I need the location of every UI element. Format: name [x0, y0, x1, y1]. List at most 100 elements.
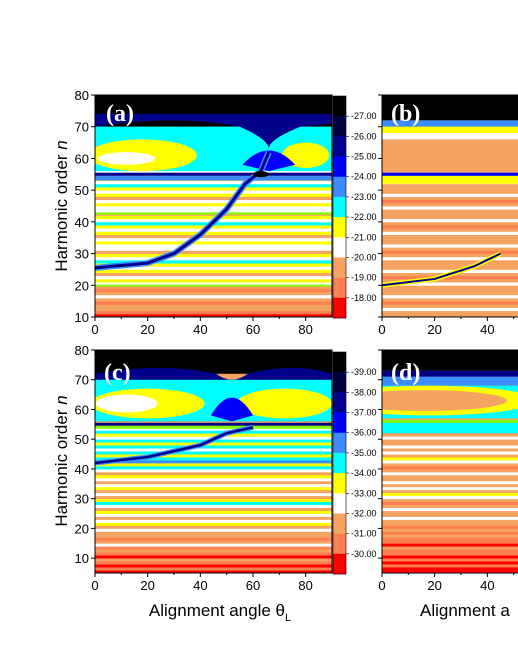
panel-label-c: (c) — [104, 360, 131, 386]
panel-d: (d) — [381, 349, 518, 574]
panel-label-a: (a) — [106, 101, 134, 127]
heatmap-line-green — [95, 212, 332, 215]
heatmap-band — [95, 507, 332, 511]
heatmap-band — [382, 483, 518, 488]
heatmap-d — [382, 350, 518, 573]
heatmap-band — [382, 310, 518, 315]
heatmap-band — [95, 433, 332, 437]
heatmap-band — [382, 468, 518, 473]
x-tick-label: 0 — [378, 322, 385, 337]
heatmap-band — [382, 460, 518, 464]
heatmap-band — [382, 190, 518, 194]
heatmap-band — [382, 531, 518, 535]
heatmap-band — [95, 468, 332, 473]
colorbar-swatch — [333, 493, 346, 514]
heatmap-band — [382, 537, 518, 541]
heatmap-band — [95, 510, 332, 514]
x-tick-label: 20 — [427, 322, 441, 337]
colorbar-swatch — [333, 237, 346, 258]
colorbar-tick-label: -21.00 — [351, 232, 377, 242]
heatmap-band — [382, 454, 518, 458]
heatmap-band — [382, 202, 518, 207]
heatmap-band — [95, 486, 332, 491]
heatmap-lobe-salmon — [382, 390, 508, 411]
heatmap-band — [95, 483, 332, 488]
heatmap-band — [382, 218, 518, 223]
colorbar-swatch — [333, 96, 346, 117]
colorbar-swatch — [333, 156, 346, 178]
y-axis-title-a-text: Harmonic order — [52, 150, 71, 272]
heatmap-band — [95, 263, 332, 267]
colorbar-swatch — [333, 277, 346, 299]
heatmap-band — [95, 534, 332, 538]
y-tick-label: 30 — [75, 247, 89, 262]
colorbar-frame — [332, 351, 347, 575]
heatmap-line-green — [95, 425, 332, 429]
heatmap-band — [382, 288, 518, 293]
heatmap-band — [95, 206, 332, 210]
heatmap-band — [95, 259, 332, 264]
heatmap-band — [382, 522, 518, 526]
heatmap-band — [382, 519, 518, 523]
heatmap-band — [95, 457, 332, 461]
heatmap-band — [382, 307, 518, 312]
heatmap-band — [382, 567, 518, 571]
x-tick-label: 20 — [140, 322, 154, 337]
heatmap-band — [95, 253, 332, 258]
heatmap-band — [95, 285, 332, 289]
y-tick-label: 70 — [75, 373, 89, 388]
heatmap-band — [382, 442, 518, 446]
heatmap-band — [382, 552, 518, 556]
heatmap-band — [95, 313, 332, 317]
x-tick-label: 40 — [193, 578, 207, 593]
heatmap-line-green — [95, 284, 332, 287]
heatmap-band — [95, 501, 332, 506]
heatmap-band — [95, 231, 332, 235]
heatmap-band — [95, 186, 332, 191]
x-tick-label: 20 — [427, 578, 441, 593]
heatmap-band — [382, 259, 518, 264]
heatmap-band — [382, 297, 518, 302]
heatmap-band — [382, 474, 518, 479]
heatmap-band — [382, 465, 518, 470]
heatmap-band — [95, 561, 332, 565]
heatmap-band — [95, 247, 332, 251]
y-tick-label: 40 — [75, 215, 89, 230]
heatmap-band — [95, 209, 332, 213]
minimum-curve — [382, 252, 501, 287]
x-tick-label: 60 — [246, 322, 260, 337]
heatmap-region-dark — [382, 95, 518, 121]
heatmap-band — [382, 266, 518, 270]
heatmap-band — [382, 471, 518, 476]
heatmap-band — [382, 528, 518, 532]
heatmap-band — [95, 543, 332, 547]
heatmap-band — [95, 471, 332, 476]
heatmap-region-yellow — [382, 126, 518, 134]
y-axis-title-a: Harmonic order n — [52, 140, 71, 271]
heatmap-line-band — [95, 175, 332, 181]
heatmap-region-white — [382, 133, 518, 140]
panel-label-d: (d) — [391, 360, 420, 386]
heatmap-band — [95, 237, 332, 242]
heatmap-band — [382, 433, 518, 437]
heatmap-band — [95, 519, 332, 523]
y-tick-label: 40 — [75, 462, 89, 477]
heatmap-band — [382, 451, 518, 455]
heatmap-band — [382, 516, 518, 520]
heatmap-c — [95, 350, 332, 573]
heatmap-b — [382, 95, 518, 317]
colorbar-tick-label: -32.00 — [351, 508, 377, 518]
heatmap-band — [95, 234, 332, 239]
x-tick-label: 80 — [298, 322, 312, 337]
colorbar-swatch — [333, 392, 346, 413]
y-tick-label: 80 — [75, 88, 89, 103]
heatmap-band — [382, 489, 518, 494]
heatmap-band — [382, 462, 518, 467]
heatmap-band — [382, 561, 518, 565]
heatmap-line-harmonic — [95, 172, 332, 176]
minimum-curve — [95, 426, 254, 465]
heatmap-band — [95, 540, 332, 544]
colorbar-swatch — [333, 257, 346, 278]
heatmap-band — [95, 525, 332, 529]
